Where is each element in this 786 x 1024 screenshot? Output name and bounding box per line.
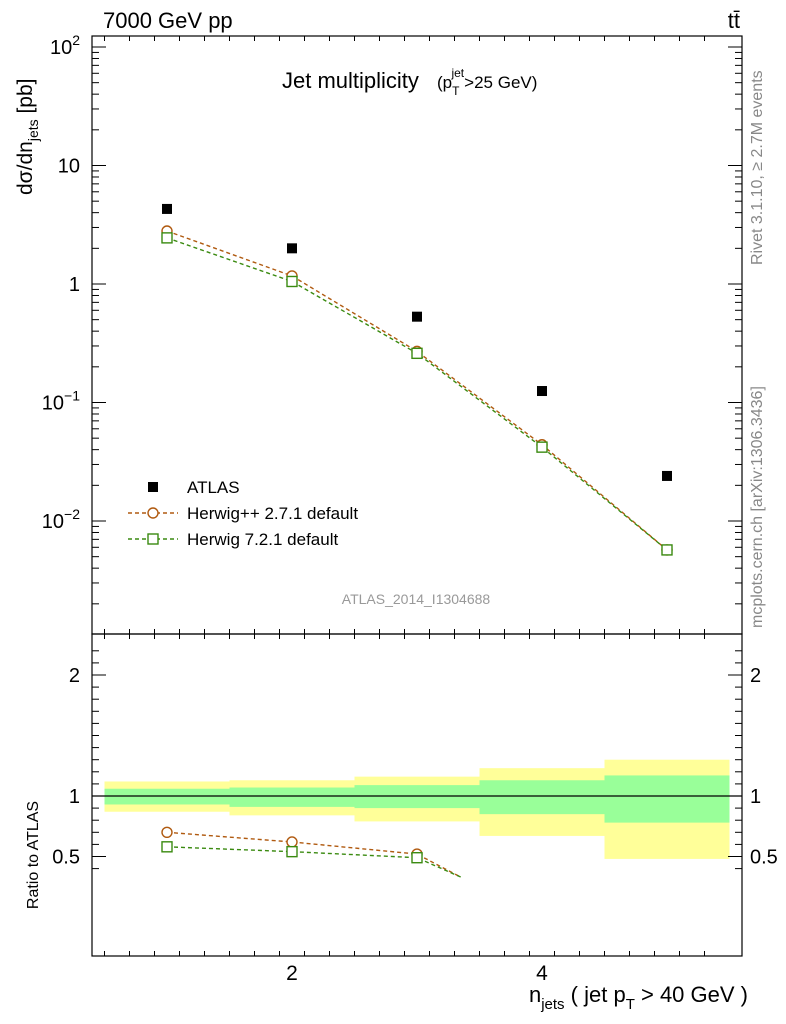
data-point — [537, 386, 547, 397]
ratio-point — [411, 852, 423, 864]
analysis-label: ATLAS_2014_I1304688 — [342, 591, 491, 607]
chart-title-note: (pTjet>25 GeV) — [437, 66, 537, 98]
ratio-line-1 — [166, 831, 462, 878]
ratio-tick-label-left: 2 — [69, 665, 80, 687]
y-tick-label: 10−1 — [42, 388, 80, 415]
ratio-tick-label-right: 1 — [750, 786, 761, 808]
ratio-tick-label-left: 1 — [69, 786, 80, 808]
legend-marker — [147, 533, 159, 545]
y-tick-label: 10 — [58, 156, 80, 178]
x-tick-label: 2 — [286, 962, 298, 985]
mc-point — [661, 544, 673, 556]
x-axis-label: njets ( jet pT > 40 GeV ) — [529, 982, 748, 1013]
mc-point — [411, 347, 423, 360]
x-tick-label: 4 — [536, 962, 548, 985]
ratio-point — [286, 845, 298, 858]
data-point — [162, 203, 172, 214]
chart-title: Jet multiplicity — [282, 68, 419, 93]
ratio-line-2 — [166, 846, 462, 878]
ratio-tick-label-right: 0.5 — [750, 847, 778, 869]
y-tick-label: 1 — [69, 274, 80, 296]
mc-point — [161, 232, 173, 244]
header-right: tt̄ — [728, 8, 740, 33]
data-point — [412, 311, 422, 322]
rivet-label: Rivet 3.1.10, ≥ 2.7M events — [749, 70, 766, 265]
mcplots-label: mcplots.cern.ch [arXiv:1306.3436] — [749, 386, 766, 628]
y-tick-label: 102 — [50, 32, 80, 59]
data-point — [662, 470, 672, 481]
legend-marker-data — [148, 482, 158, 492]
legend-marker — [147, 507, 159, 519]
legend: ATLAS Herwig++ 2.7.1 default Herwig 7.2.1 … — [128, 478, 358, 549]
ratio-series-2 — [161, 841, 462, 878]
ratio-frame — [91, 633, 743, 957]
y-axis-label: dσ/dnjets [pb] — [14, 78, 41, 195]
series-3 — [161, 232, 673, 556]
mc-point — [536, 441, 548, 453]
mc-point — [286, 275, 298, 288]
band-inner-3 — [354, 785, 480, 809]
legend-label-1: ATLAS — [187, 478, 240, 497]
legend-label-2: Herwig++ 2.7.1 default — [187, 504, 358, 523]
ratio-point — [161, 841, 173, 853]
ratio-tick-label-left: 0.5 — [52, 847, 80, 869]
data-point — [287, 243, 297, 254]
series-line-2 — [166, 230, 668, 551]
ratio-panel: 2 4 2 2 1 1 0.5 0.5 — [52, 633, 778, 985]
series-1 — [162, 203, 672, 481]
chart-title-main: Jet multiplicity — [282, 68, 419, 93]
main-panel: 102 10 1 10−1 10−2 — [42, 32, 743, 635]
band-inner-5 — [604, 775, 730, 823]
band-inner-4 — [479, 780, 605, 815]
ratio-axis-label: Ratio to ATLAS — [25, 801, 42, 909]
header-left: 7000 GeV pp — [103, 8, 233, 33]
ratio-point — [161, 826, 173, 838]
band-inner-1 — [104, 788, 230, 805]
ratio-point — [286, 836, 298, 848]
y-tick-label: 10−2 — [42, 506, 80, 533]
band-inner-2 — [229, 787, 355, 807]
legend-label-3: Herwig 7.2.1 default — [187, 530, 338, 549]
ratio-tick-label-right: 2 — [750, 665, 761, 687]
